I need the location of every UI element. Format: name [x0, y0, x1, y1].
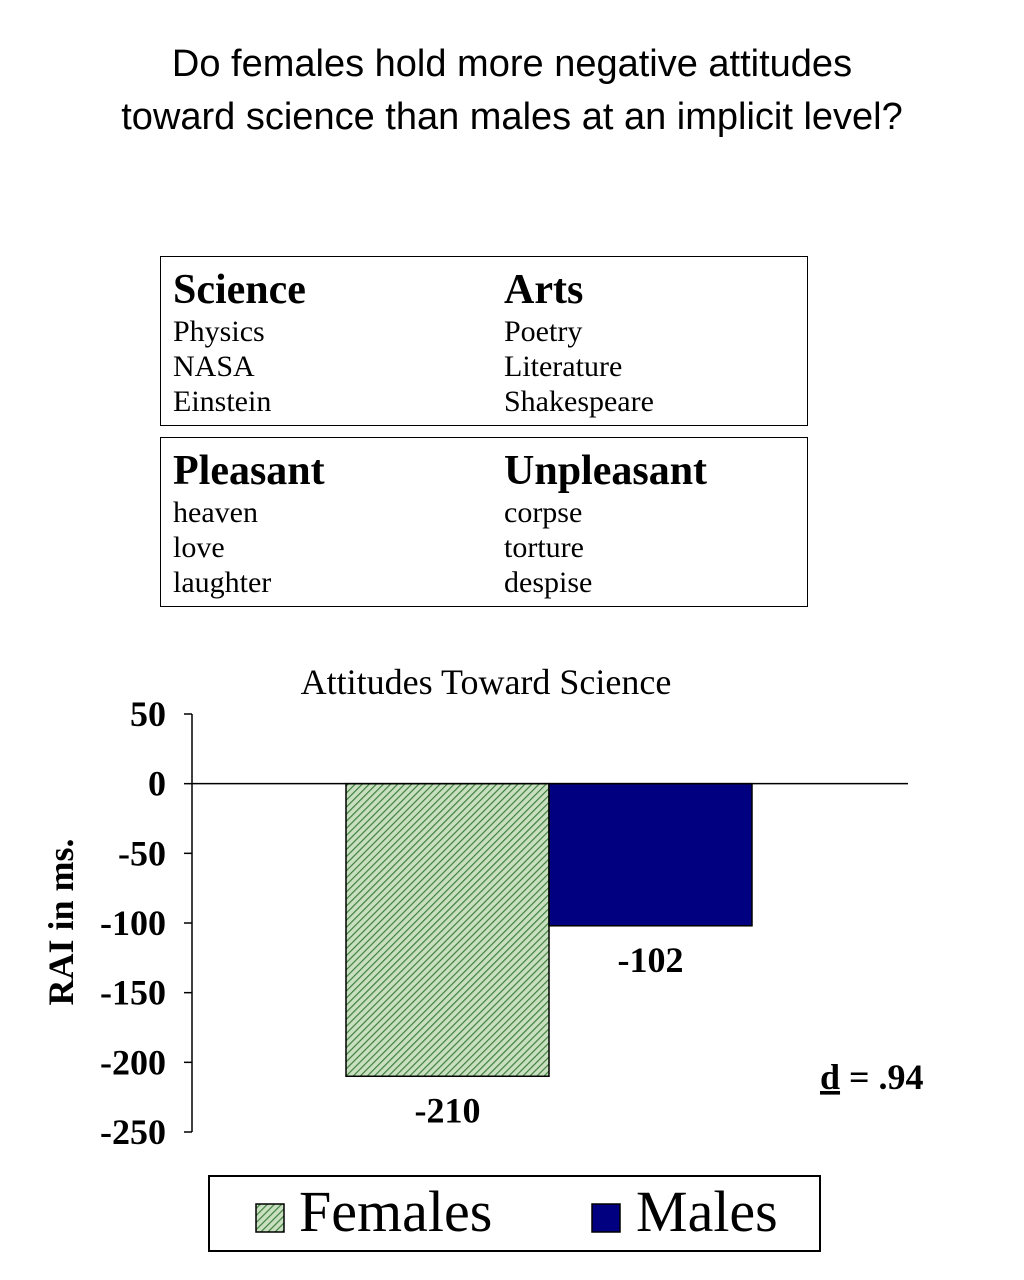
arts-item: Shakespeare: [504, 385, 654, 418]
y-tick-label: -50: [118, 833, 166, 873]
y-tick-label: -200: [100, 1042, 166, 1082]
pleasant-item: heaven: [173, 496, 258, 529]
legend-swatch-females: [255, 1203, 285, 1233]
pleasant-item: laughter: [173, 566, 272, 599]
pleasant-item: love: [173, 531, 225, 564]
unpleasant-heading: Unpleasant: [504, 448, 708, 494]
bar-females: [345, 782, 550, 1078]
pleasant-heading: Pleasant: [173, 448, 325, 494]
legend-swatch-males: [591, 1203, 621, 1233]
arts-column: Arts Poetry Literature Shakespeare: [504, 267, 654, 419]
unpleasant-item: corpse: [504, 496, 583, 529]
data-label-females: -210: [415, 1090, 481, 1130]
data-label-males: -102: [618, 940, 684, 980]
chart-title: Attitudes Toward Science: [301, 662, 672, 702]
science-heading: Science: [173, 267, 306, 313]
unpleasant-column: Unpleasant corpse torture despise: [504, 448, 707, 600]
science-arts-box: Science Physics NASA Einstein Arts Poetr…: [160, 256, 808, 426]
arts-heading: Arts: [504, 267, 584, 313]
science-item: Einstein: [173, 385, 272, 418]
effect-size-annotation: d = .94: [820, 1057, 924, 1097]
page-title: Do females hold more negative attitudes …: [121, 43, 903, 138]
effect-size-value: = .94: [840, 1057, 924, 1097]
pleasant-column: Pleasant heaven love laughter: [173, 448, 325, 600]
arts-item: Poetry: [504, 315, 583, 348]
y-tick-label: -150: [100, 973, 166, 1013]
y-tick-label: -100: [100, 903, 166, 943]
y-tick-label: 50: [130, 694, 166, 734]
legend: Females Males: [208, 1175, 821, 1252]
legend-label-males: Males: [636, 1179, 778, 1244]
y-tick-label: 0: [148, 764, 166, 804]
bar-males: [548, 782, 753, 927]
science-column: Science Physics NASA Einstein: [173, 267, 306, 419]
science-item: Physics: [173, 315, 265, 348]
y-axis-label: RAI in ms.: [41, 838, 81, 1005]
science-item: NASA: [173, 350, 255, 383]
unpleasant-item: torture: [504, 531, 584, 564]
pleasant-unpleasant-box: Pleasant heaven love laughter Unpleasant…: [160, 437, 808, 607]
legend-label-females: Females: [299, 1179, 492, 1244]
arts-item: Literature: [504, 350, 623, 383]
unpleasant-item: despise: [504, 566, 593, 599]
effect-size-symbol: d: [820, 1057, 840, 1097]
y-tick-label: -250: [100, 1112, 166, 1152]
